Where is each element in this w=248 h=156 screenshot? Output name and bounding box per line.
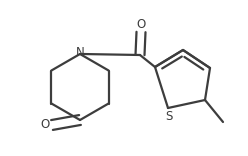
Text: O: O: [40, 119, 50, 132]
Text: O: O: [136, 17, 146, 31]
Text: N: N: [76, 46, 84, 59]
Text: S: S: [165, 110, 173, 124]
